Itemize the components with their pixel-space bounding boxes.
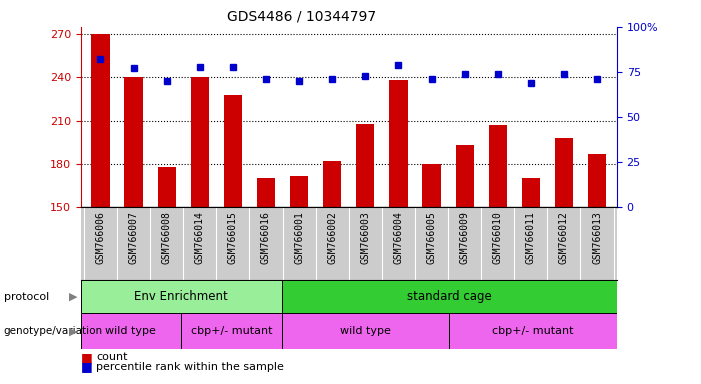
Bar bbox=[323, 161, 341, 207]
Text: GSM766004: GSM766004 bbox=[393, 211, 403, 264]
Bar bbox=[456, 145, 474, 207]
Text: cbp+/- mutant: cbp+/- mutant bbox=[492, 326, 574, 336]
Text: GSM766009: GSM766009 bbox=[460, 211, 470, 264]
Text: GSM766007: GSM766007 bbox=[128, 211, 139, 264]
Text: GSM766001: GSM766001 bbox=[294, 211, 304, 264]
Text: GSM766013: GSM766013 bbox=[592, 211, 602, 264]
Bar bbox=[522, 179, 540, 207]
Text: GSM766008: GSM766008 bbox=[162, 211, 172, 264]
Bar bbox=[282, 313, 449, 349]
Text: genotype/variation: genotype/variation bbox=[4, 326, 102, 336]
Bar bbox=[489, 125, 507, 207]
Text: protocol: protocol bbox=[4, 291, 49, 302]
Bar bbox=[81, 280, 282, 313]
Text: GSM766006: GSM766006 bbox=[95, 211, 105, 264]
Text: wild type: wild type bbox=[340, 326, 391, 336]
Bar bbox=[257, 179, 275, 207]
Bar bbox=[91, 34, 109, 207]
Bar bbox=[554, 138, 573, 207]
Text: GSM766002: GSM766002 bbox=[327, 211, 337, 264]
Text: standard cage: standard cage bbox=[407, 290, 491, 303]
Bar bbox=[290, 175, 308, 207]
Text: GDS4486 / 10344797: GDS4486 / 10344797 bbox=[227, 10, 376, 23]
Text: wild type: wild type bbox=[105, 326, 156, 336]
Text: GSM766003: GSM766003 bbox=[360, 211, 370, 264]
Bar bbox=[389, 80, 407, 207]
Text: cbp+/- mutant: cbp+/- mutant bbox=[191, 326, 272, 336]
Text: GSM766010: GSM766010 bbox=[493, 211, 503, 264]
Text: GSM766015: GSM766015 bbox=[228, 211, 238, 264]
Text: ■: ■ bbox=[81, 360, 93, 373]
Bar bbox=[181, 313, 282, 349]
Text: GSM766005: GSM766005 bbox=[426, 211, 437, 264]
Text: count: count bbox=[96, 352, 128, 362]
Text: ▶: ▶ bbox=[69, 326, 77, 336]
Bar bbox=[224, 95, 242, 207]
Bar bbox=[282, 280, 617, 313]
Bar bbox=[81, 313, 181, 349]
Text: ■: ■ bbox=[81, 351, 93, 364]
Bar bbox=[449, 313, 617, 349]
Text: ▶: ▶ bbox=[69, 291, 77, 302]
Bar bbox=[191, 78, 209, 207]
Text: GSM766016: GSM766016 bbox=[261, 211, 271, 264]
Bar bbox=[125, 78, 143, 207]
Bar bbox=[423, 164, 441, 207]
Bar bbox=[588, 154, 606, 207]
Text: GSM766011: GSM766011 bbox=[526, 211, 536, 264]
Text: GSM766012: GSM766012 bbox=[559, 211, 569, 264]
Bar bbox=[356, 124, 374, 207]
Text: Env Enrichment: Env Enrichment bbox=[135, 290, 228, 303]
Text: percentile rank within the sample: percentile rank within the sample bbox=[96, 362, 284, 372]
Bar bbox=[158, 167, 176, 207]
Text: GSM766014: GSM766014 bbox=[195, 211, 205, 264]
